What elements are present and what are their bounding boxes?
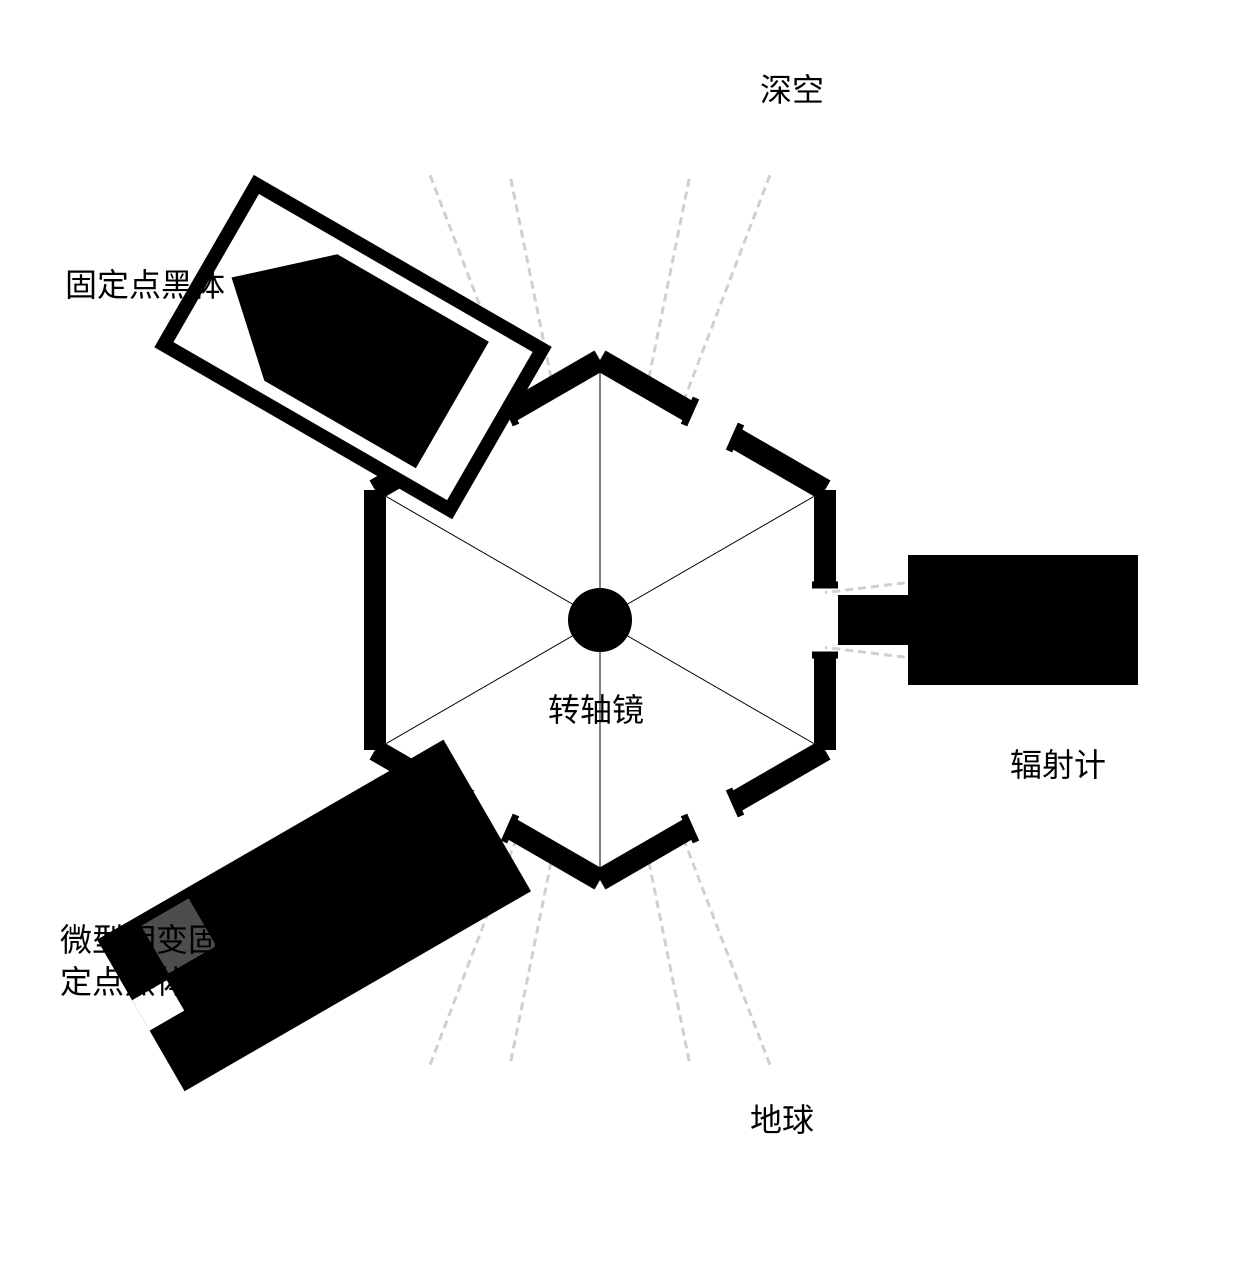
label-radiometer: 辐射计: [1010, 745, 1106, 787]
label-earth: 地球: [750, 1100, 814, 1142]
label-deep-space: 深空: [760, 70, 824, 112]
label-micro-phase: 微型相变固 定点黑体: [60, 920, 220, 1003]
label-rotating-mirror: 转轴镜: [548, 690, 644, 732]
label-fixed-point-blackbody: 固定点黑体: [65, 265, 225, 307]
calibration-diagram: [0, 0, 1240, 1269]
